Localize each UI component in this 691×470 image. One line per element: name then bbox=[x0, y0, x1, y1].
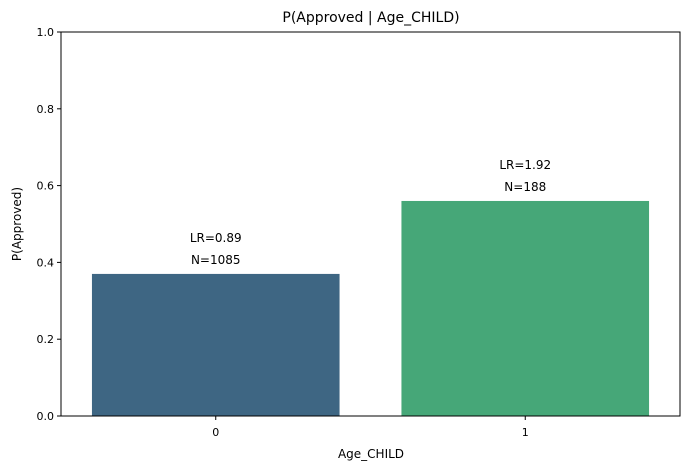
x-tick-label: 1 bbox=[522, 426, 529, 439]
bar bbox=[91, 273, 340, 416]
bars bbox=[91, 200, 650, 416]
x-tick-label: 0 bbox=[212, 426, 219, 439]
y-tick-label: 0.6 bbox=[37, 180, 55, 193]
bar-lr-label: LR=0.89 bbox=[190, 231, 242, 245]
y-tick-label: 0.4 bbox=[37, 256, 55, 269]
bar-lr-label: LR=1.92 bbox=[499, 158, 551, 172]
bar-annotations: N=1085 LR=0.89 N=188 LR=1.92 bbox=[190, 158, 551, 267]
y-tick-label: 0.2 bbox=[37, 333, 55, 346]
chart-title: P(Approved | Age_CHILD) bbox=[282, 10, 459, 26]
bar bbox=[401, 200, 650, 416]
bar-count-label: N=188 bbox=[504, 180, 546, 194]
bar-count-label: N=1085 bbox=[191, 253, 241, 267]
plot-frame bbox=[60, 31, 681, 417]
x-axis-label: Age_CHILD bbox=[338, 447, 404, 461]
y-tick-label: 1.0 bbox=[37, 26, 55, 39]
y-axis-ticks: 0.0 0.2 0.4 0.6 0.8 1.0 bbox=[37, 26, 61, 423]
y-tick-label: 0.0 bbox=[37, 410, 55, 423]
y-axis-label: P(Approved) bbox=[10, 187, 24, 261]
y-tick-label: 0.8 bbox=[37, 103, 55, 116]
